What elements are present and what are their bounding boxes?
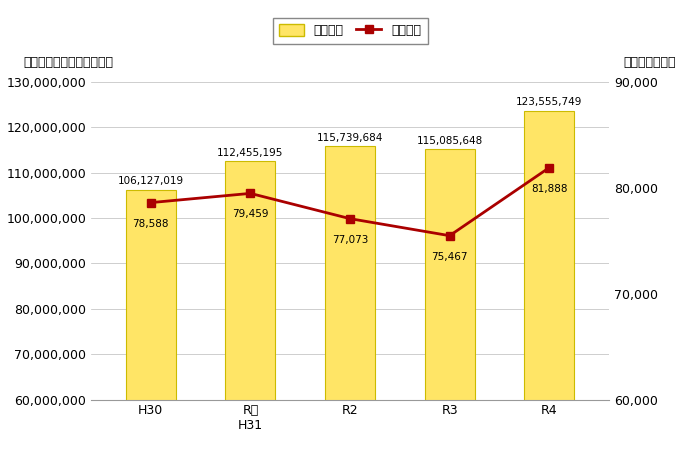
Bar <box>126 190 176 454</box>
Text: 81,888: 81,888 <box>531 183 568 193</box>
Text: 115,739,684: 115,739,684 <box>317 133 383 143</box>
Text: 退職手当給付金額（千円）: 退職手当給付金額（千円） <box>24 56 113 69</box>
Text: 78,588: 78,588 <box>132 218 169 228</box>
Bar <box>524 111 574 454</box>
Legend: 給付金額, 給付人員: 給付金額, 給付人員 <box>272 18 428 44</box>
Text: 112,455,195: 112,455,195 <box>217 148 284 158</box>
Bar <box>425 149 475 454</box>
Text: 106,127,019: 106,127,019 <box>118 177 184 187</box>
Bar <box>225 161 275 454</box>
Text: 115,085,648: 115,085,648 <box>416 136 483 146</box>
Text: 77,073: 77,073 <box>332 235 368 245</box>
Text: 75,467: 75,467 <box>431 252 468 262</box>
Text: 79,459: 79,459 <box>232 209 269 219</box>
Bar <box>325 147 375 454</box>
Text: 給付人員（人）: 給付人員（人） <box>624 56 676 69</box>
Text: 123,555,749: 123,555,749 <box>516 97 582 107</box>
